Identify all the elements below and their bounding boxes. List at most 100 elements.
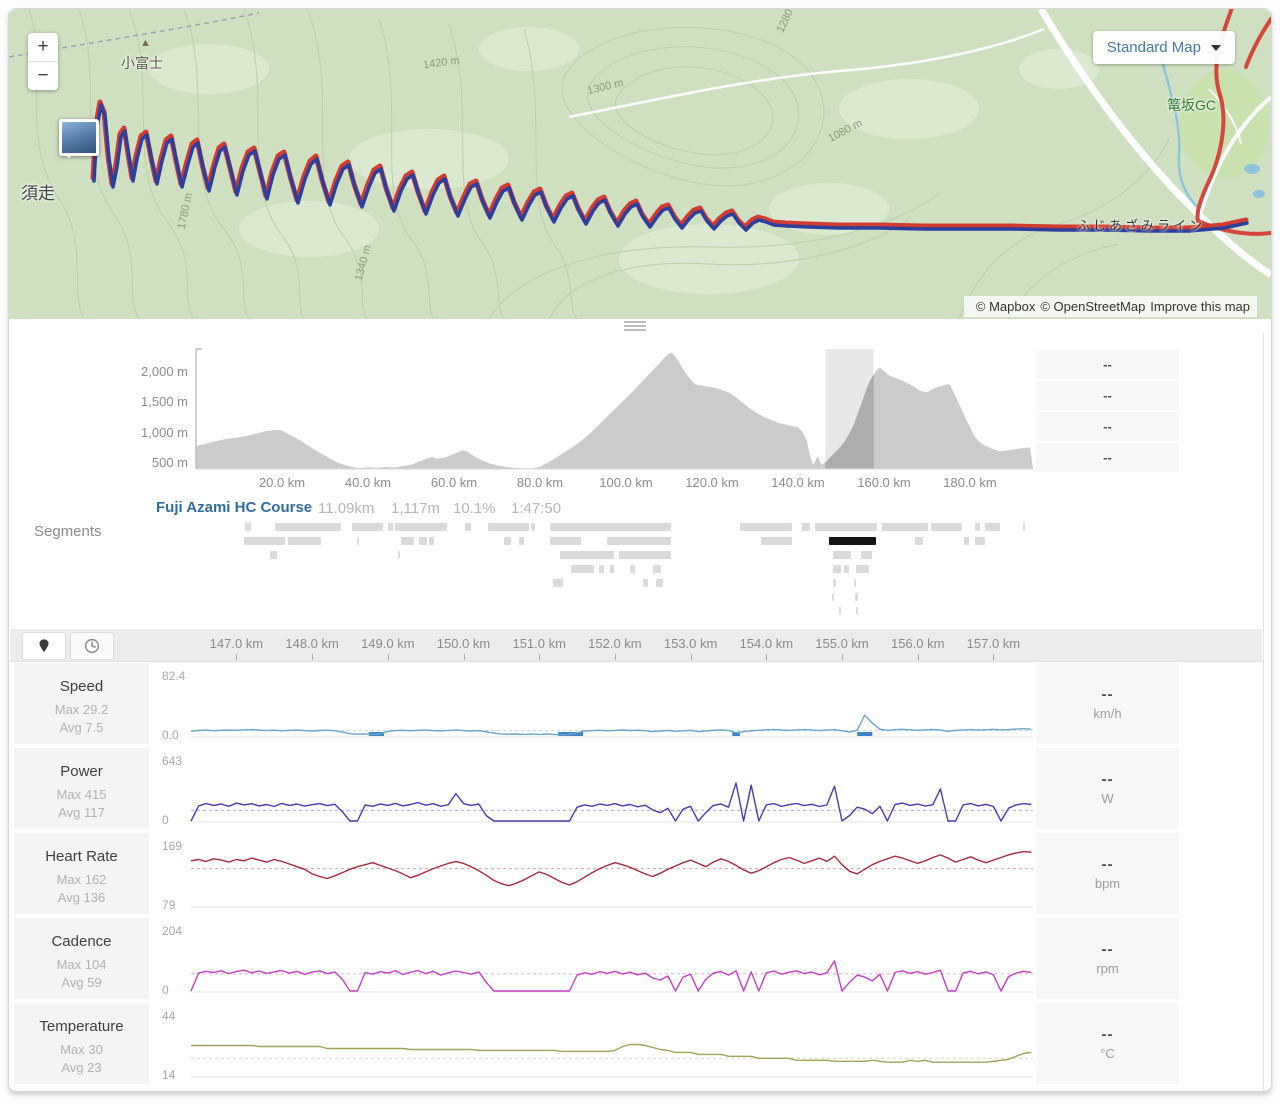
- segment-effort-bar[interactable]: [832, 593, 834, 601]
- segment-effort-bar[interactable]: [488, 523, 529, 531]
- chart-value-placeholder: --: [1101, 1026, 1114, 1043]
- map-resize-divider[interactable]: [9, 319, 1271, 333]
- segment-effort-bar[interactable]: [931, 523, 962, 531]
- segment-effort-bar[interactable]: [833, 579, 836, 587]
- chart-plot-cadence[interactable]: [191, 918, 1033, 999]
- map-roads: [568, 9, 1271, 278]
- panel-right-border: [1263, 333, 1264, 1091]
- segment-effort-bar[interactable]: [861, 551, 872, 559]
- map-style-button[interactable]: Standard Map: [1092, 31, 1235, 64]
- segment-effort-bar[interactable]: [815, 523, 877, 531]
- axis-tick: [463, 654, 465, 660]
- axis-tick: [842, 654, 844, 660]
- segment-effort-bar[interactable]: [531, 523, 535, 531]
- segment-effort-bar[interactable]: [270, 551, 277, 559]
- segment-effort-bar[interactable]: [975, 523, 980, 531]
- osm-attribution-link[interactable]: © OpenStreetMap: [1040, 299, 1146, 314]
- segment-effort-bar[interactable]: [429, 537, 434, 545]
- time-toggle-button[interactable]: [70, 632, 114, 660]
- segment-effort-bar[interactable]: [1023, 523, 1025, 531]
- axis-tick: [690, 654, 692, 660]
- location-toggle-button[interactable]: [22, 632, 66, 660]
- zoom-in-button[interactable]: +: [37, 36, 49, 57]
- segment-effort-bar[interactable]: [419, 537, 427, 545]
- segment-effort-bar[interactable]: [964, 537, 969, 545]
- axis-tick: [766, 654, 768, 660]
- chart-plot-power[interactable]: [191, 748, 1033, 829]
- segment-effort-bar[interactable]: [550, 537, 581, 545]
- segment-effort-bar[interactable]: [401, 537, 414, 545]
- detail-x-axis-label: 149.0 km: [361, 636, 415, 651]
- segment-effort-bar[interactable]: [856, 607, 858, 615]
- segment-effort-bar[interactable]: [833, 551, 851, 559]
- elevation-y-axis-label: 1,000 m: [141, 424, 188, 440]
- segment-effort-bar[interactable]: [288, 537, 321, 545]
- segment-effort-bar[interactable]: [653, 565, 661, 573]
- mountain-peak-icon: ▲: [140, 37, 151, 49]
- segment-name-link[interactable]: Fuji Azami HC Course: [156, 499, 313, 516]
- segment-effort-bar[interactable]: [395, 523, 447, 531]
- segment-effort-bar[interactable]: [571, 565, 594, 573]
- map-style-label: Standard Map: [1106, 39, 1201, 56]
- segment-effort-bar[interactable]: [610, 565, 614, 573]
- chart-plot-speed[interactable]: [191, 663, 1033, 744]
- segment-effort-bar[interactable]: [985, 523, 1000, 531]
- segment-effort-bar[interactable]: [357, 537, 359, 545]
- segment-grade: 10.1%: [453, 500, 496, 517]
- chart-plot-temperature[interactable]: [191, 1003, 1033, 1084]
- segment-effort-bar[interactable]: [761, 537, 792, 545]
- segment-effort-bar[interactable]: [975, 537, 985, 545]
- map-zoom-control: + −: [28, 33, 58, 90]
- segment-effort-bar[interactable]: [398, 551, 400, 559]
- elevation-x-axis-label: 20.0 km: [258, 475, 306, 490]
- chart-max-label: Max 415: [56, 787, 107, 802]
- elevation-plot[interactable]: [196, 349, 1033, 469]
- segment-effort-bar[interactable]: [599, 565, 604, 573]
- segment-effort-bar[interactable]: [550, 523, 671, 531]
- map-place-label: 須走: [21, 184, 55, 203]
- segment-effort-bar[interactable]: [619, 551, 671, 559]
- segment-effort-bar[interactable]: [833, 565, 841, 573]
- segment-effort-bar[interactable]: [275, 523, 341, 531]
- chart-unit-label: W: [1101, 791, 1114, 806]
- segment-effort-bar[interactable]: [839, 607, 841, 615]
- chart-unit-label: km/h: [1093, 706, 1122, 721]
- chart-value-placeholder: --: [1101, 856, 1114, 873]
- segment-effort-bar[interactable]: [630, 565, 635, 573]
- chart-avg-label: Avg 117: [58, 805, 105, 820]
- segment-effort-bar[interactable]: [844, 565, 849, 573]
- segment-effort-bar-selected[interactable]: [829, 537, 876, 545]
- segment-effort-bar[interactable]: [854, 579, 856, 587]
- segment-effort-bar[interactable]: [553, 579, 563, 587]
- segment-effort-bar[interactable]: [519, 537, 524, 545]
- map-attribution: © Mapbox © OpenStreetMap Improve this map: [963, 296, 1257, 317]
- segment-effort-bar[interactable]: [656, 579, 663, 587]
- segment-effort-bar[interactable]: [802, 523, 810, 531]
- chart-plot-heart-rate[interactable]: [191, 833, 1033, 914]
- chart-y-min-label: 0.0: [162, 728, 179, 742]
- segment-effort-bar[interactable]: [244, 537, 285, 545]
- segment-effort-bar[interactable]: [856, 565, 869, 573]
- elevation-x-axis-label: 40.0 km: [344, 475, 392, 490]
- improve-map-link[interactable]: Improve this map: [1150, 299, 1250, 314]
- segment-effort-bar[interactable]: [740, 523, 792, 531]
- segment-effort-bar[interactable]: [388, 523, 393, 531]
- zoom-out-button[interactable]: −: [28, 61, 58, 90]
- segment-effort-bar[interactable]: [855, 593, 858, 601]
- axis-tick: [236, 654, 238, 660]
- segment-effort-bar[interactable]: [882, 523, 928, 531]
- elevation-stat-placeholder: --: [1036, 381, 1179, 410]
- segment-effort-bar[interactable]: [352, 523, 383, 531]
- photo-marker[interactable]: [59, 119, 99, 158]
- segment-effort-bar[interactable]: [504, 537, 511, 545]
- segment-effort-bar[interactable]: [560, 551, 614, 559]
- segment-effort-bar[interactable]: [643, 579, 648, 587]
- segment-effort-bar[interactable]: [465, 523, 471, 531]
- segment-effort-bar[interactable]: [915, 537, 923, 545]
- segment-effort-bar[interactable]: [245, 523, 251, 531]
- detail-x-axis-label: 154.0 km: [739, 636, 794, 651]
- segment-effort-bar[interactable]: [607, 537, 671, 545]
- axis-tick: [387, 654, 389, 660]
- mapbox-attribution-link[interactable]: © Mapbox: [975, 299, 1036, 314]
- route-map[interactable]: + − ▲ Standard Map © Mapbox © OpenStreetM…: [9, 9, 1271, 319]
